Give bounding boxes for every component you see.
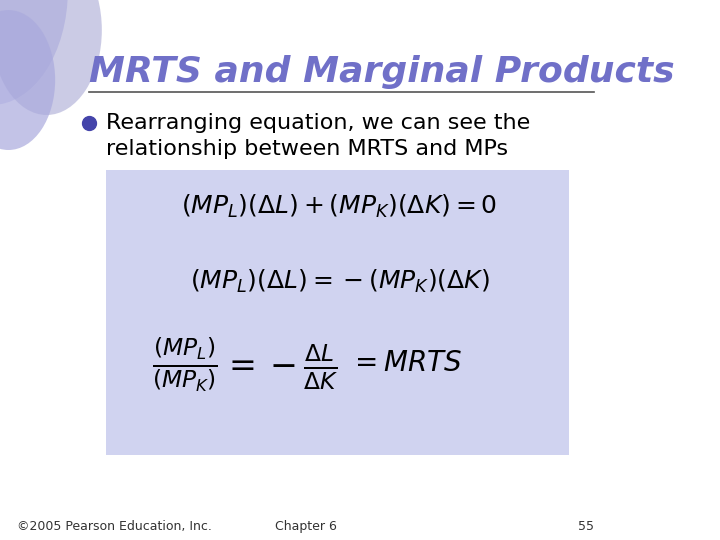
Text: $\frac{(MP_L)}{(MP_K)}$: $\frac{(MP_L)}{(MP_K)}$	[152, 335, 218, 394]
Text: $= -\frac{\Delta L}{\Delta K}$: $= -\frac{\Delta L}{\Delta K}$	[222, 343, 338, 393]
Ellipse shape	[0, 0, 68, 105]
Text: $(MP_L)(\Delta L) = -(MP_K)(\Delta K)$: $(MP_L)(\Delta L) = -(MP_K)(\Delta K)$	[189, 268, 490, 295]
Text: Rearranging equation, we can see the: Rearranging equation, we can see the	[106, 113, 531, 133]
Text: $= MRTS$: $= MRTS$	[349, 350, 462, 377]
Text: Chapter 6: Chapter 6	[274, 520, 336, 533]
Text: relationship between MRTS and MPs: relationship between MRTS and MPs	[106, 139, 508, 159]
FancyBboxPatch shape	[106, 170, 569, 455]
Text: 55: 55	[578, 520, 594, 533]
Ellipse shape	[0, 0, 102, 115]
Text: MRTS and Marginal Products: MRTS and Marginal Products	[89, 55, 675, 89]
Ellipse shape	[0, 10, 55, 150]
Text: $(MP_L)(\Delta L)+(MP_K)(\Delta K)=0$: $(MP_L)(\Delta L)+(MP_K)(\Delta K)=0$	[181, 193, 498, 220]
Text: ©2005 Pearson Education, Inc.: ©2005 Pearson Education, Inc.	[17, 520, 212, 533]
